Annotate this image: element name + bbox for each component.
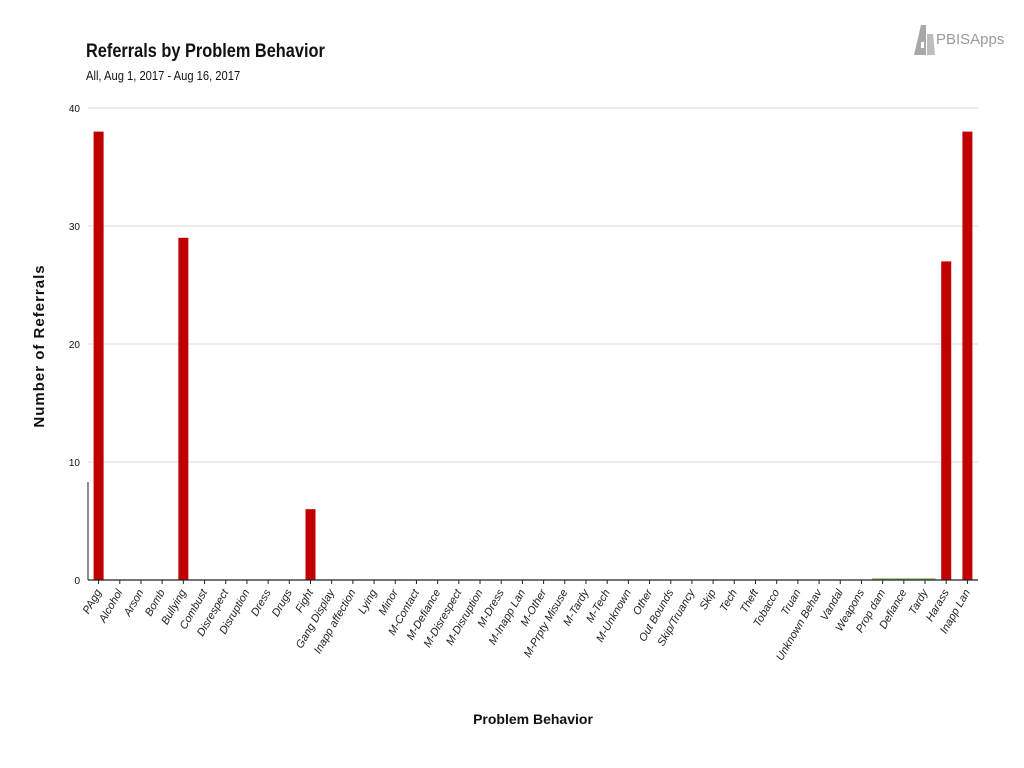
x-category-label: Skip — [698, 588, 719, 613]
y-tick-label: 30 — [69, 222, 81, 233]
bar-inapp-lan — [962, 131, 973, 580]
bar-fight — [305, 509, 316, 580]
pbisapps-logo: PBISApps — [912, 22, 1005, 58]
x-axis-categories: PAggAlcoholArsonBombBullyingCombustDisre… — [81, 580, 973, 663]
y-axis-ticks: 0 10 20 30 40 — [69, 104, 81, 587]
bar-harass — [941, 261, 952, 580]
bar-bullying — [178, 237, 189, 581]
y-tick-label: 10 — [69, 458, 81, 469]
x-axis-label: Problem Behavior — [473, 711, 593, 727]
axes — [87, 482, 978, 581]
x-category-label: Arson — [121, 588, 146, 620]
y-tick-label: 0 — [74, 576, 80, 587]
y-axis-label: Number of Referrals — [31, 264, 48, 427]
chart-title: Referrals by Problem Behavior — [86, 41, 325, 62]
y-tick-label: 40 — [69, 104, 81, 115]
bar-pagg — [93, 131, 104, 580]
pbis-building-icon — [914, 25, 935, 55]
chart-subtitle: All, Aug 1, 2017 - Aug 16, 2017 — [86, 68, 241, 83]
gridlines — [88, 107, 978, 463]
bars — [93, 131, 973, 581]
x-category-label: Tech — [718, 588, 740, 614]
x-category-label: Drugs — [270, 587, 295, 619]
logo-text: PBISApps — [936, 31, 1005, 48]
y-tick-label: 20 — [69, 340, 81, 351]
